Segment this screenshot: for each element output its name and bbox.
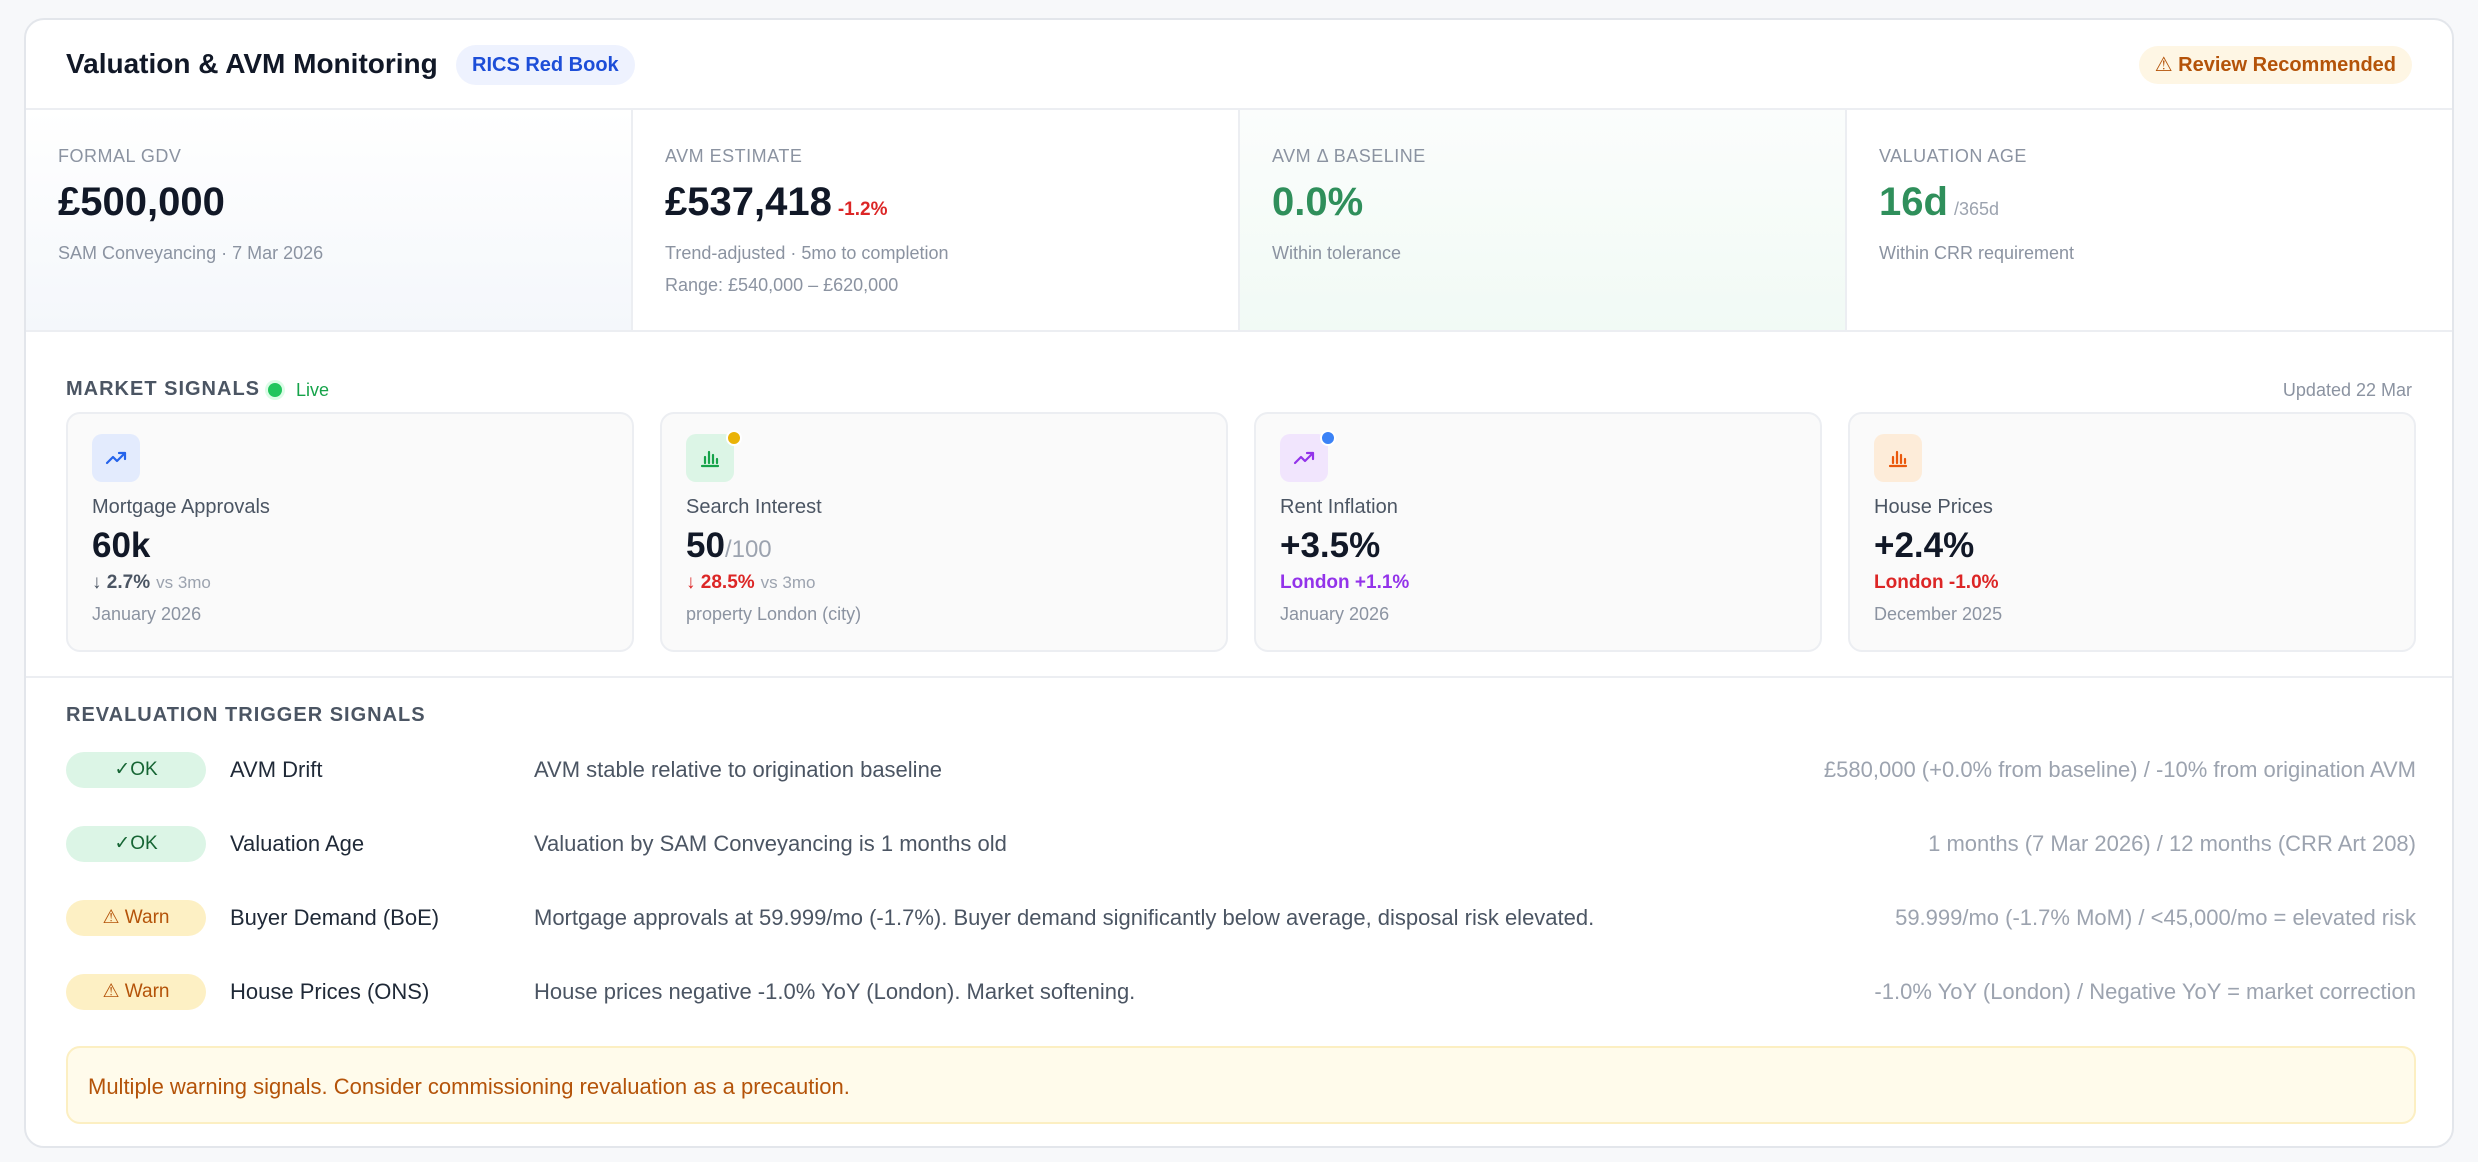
tile-change: ↓ 2.7% [92,572,151,593]
live-indicator-icon [268,383,282,397]
tile-change: ↓ 28.5% [686,572,755,593]
alert-message: Multiple warning signals. Consider commi… [88,1074,850,1099]
tile-compare: vs 3mo [760,573,816,592]
tile-value-wrap: 50/100 [686,526,772,566]
tile-rent-inflation[interactable]: Rent Inflation +3.5% London +1.1% Januar… [1254,412,1822,652]
trigger-threshold: 59.999/mo (-1.7% MoM) / <45,000/mo = ele… [1895,905,2416,930]
tile-date: January 2026 [92,604,202,624]
bar-chart-icon [1874,434,1922,482]
metric-value: £537,418 [665,180,832,224]
status-badge-warn: ⚠ Warn [66,974,206,1010]
tile-search-interest[interactable]: Search Interest 50/100 ↓ 28.5% vs 3mo pro… [660,412,1228,652]
tile-value: 50 [686,526,725,565]
revaluation-alert: Multiple warning signals. Consider commi… [66,1046,2416,1124]
metric-value: 0.0% [1272,180,1364,224]
trigger-description: Mortgage approvals at 59.999/mo (-1.7%).… [534,905,1595,930]
tile-denominator: /100 [724,536,772,563]
metric-range: Range: £540,000 – £620,000 [665,275,899,295]
trend-up-icon [1280,434,1328,482]
metric-value: 16d [1879,180,1948,224]
tile-change-wrap: ↓ 28.5% vs 3mo [686,572,815,594]
tile-change-wrap: ↓ 2.7% vs 3mo [92,572,211,594]
metric-delta: -1.2% [837,199,888,220]
market-signals-title: MARKET SIGNALS [66,378,260,400]
trigger-threshold: -1.0% YoY (London) / Negative YoY = mark… [1874,979,2416,1004]
card-header: Valuation & AVM Monitoring RICS Red Book… [26,20,2452,110]
status-badge-ok: ✓OK [66,752,206,788]
tile-value: +3.5% [1280,526,1381,565]
market-signal-tiles: Mortgage Approvals 60k ↓ 2.7% vs 3mo Janu… [66,412,2416,652]
tile-date: January 2026 [1280,604,1390,624]
metrics-row: FORMAL GDV £500,000 SAM Conveyancing · 7… [26,110,2452,332]
metric-unit: /365d [1953,199,1999,219]
metric-sub: Within tolerance [1272,243,1402,263]
metric-label: FORMAL GDV [58,146,182,166]
trigger-name: House Prices (ONS) [230,979,430,1004]
trigger-threshold: 1 months (7 Mar 2026) / 12 months (CRR A… [1928,831,2416,856]
valuation-card: Valuation & AVM Monitoring RICS Red Book… [24,18,2454,1148]
trigger-threshold: £580,000 (+0.0% from baseline) / -10% fr… [1823,757,2416,782]
trigger-name: AVM Drift [230,757,323,782]
metric-label: AVM Δ BASELINE [1272,146,1426,166]
metric-label: AVM ESTIMATE [665,146,803,166]
metric-sub: SAM Conveyancing · 7 Mar 2026 [58,243,324,263]
trigger-name: Valuation Age [230,831,365,856]
metric-avm-delta-baseline: AVM Δ BASELINE 0.0% Within tolerance [1240,110,1847,330]
status-badge-ok: ✓OK [66,826,206,862]
status-badge-warn: ⚠ Warn [66,900,206,936]
tile-date: property London (city) [686,604,862,624]
metric-value-wrap: 16d/365d [1879,180,1999,225]
tile-mortgage-approvals[interactable]: Mortgage Approvals 60k ↓ 2.7% vs 3mo Janu… [66,412,634,652]
metric-sub: Within CRR requirement [1879,243,2075,263]
trigger-description: House prices negative -1.0% YoY (London)… [534,979,1136,1004]
tile-value: +2.4% [1874,526,1975,565]
metric-formal-gdv: FORMAL GDV £500,000 SAM Conveyancing · 7… [26,110,633,330]
trigger-row-house-prices[interactable]: ⚠ Warn House Prices (ONS) House prices n… [66,972,2416,1012]
status-dot-icon [726,430,742,446]
tile-compare: vs 3mo [156,573,211,592]
section-divider [26,676,2452,678]
tile-value: 60k [92,526,151,565]
revaluation-triggers-title: REVALUATION TRIGGER SIGNALS [66,704,426,726]
tile-name: Rent Inflation [1280,496,1398,518]
trigger-row-valuation-age[interactable]: ✓OK Valuation Age Valuation by SAM Conve… [66,824,2416,864]
metric-sub: Trend-adjusted · 5mo to completion [665,243,949,263]
tile-change: London -1.0% [1874,572,1999,593]
metric-value-wrap: £537,418 -1.2% [665,180,887,225]
trend-up-icon [92,434,140,482]
trigger-row-buyer-demand[interactable]: ⚠ Warn Buyer Demand (BoE) Mortgage appro… [66,898,2416,938]
tile-name: Mortgage Approvals [92,496,270,518]
bar-chart-icon [686,434,734,482]
metric-value: £500,000 [58,180,225,224]
tile-house-prices[interactable]: House Prices +2.4% London -1.0% December… [1848,412,2416,652]
metric-avm-estimate: AVM ESTIMATE £537,418 -1.2% Trend-adjuste… [633,110,1240,330]
tile-name: House Prices [1874,496,1993,518]
trigger-description: Valuation by SAM Conveyancing is 1 month… [534,831,1007,856]
updated-timestamp: Updated 22 Mar [2282,380,2412,400]
tile-date: December 2025 [1874,604,2003,624]
review-status-badge[interactable]: ⚠ Review Recommended [2138,46,2412,84]
metric-label: VALUATION AGE [1879,146,2027,166]
live-label: Live [296,380,330,400]
metric-valuation-age: VALUATION AGE 16d/365d Within CRR requir… [1847,110,2452,330]
page-title: Valuation & AVM Monitoring [66,48,438,79]
trigger-description: AVM stable relative to origination basel… [534,757,943,782]
trigger-name: Buyer Demand (BoE) [230,905,440,930]
standard-badge: RICS Red Book [456,45,635,85]
status-dot-icon [1320,430,1336,446]
tile-name: Search Interest [686,496,822,518]
trigger-row-avm-drift[interactable]: ✓OK AVM Drift AVM stable relative to ori… [66,750,2416,790]
tile-change: London +1.1% [1280,572,1410,593]
